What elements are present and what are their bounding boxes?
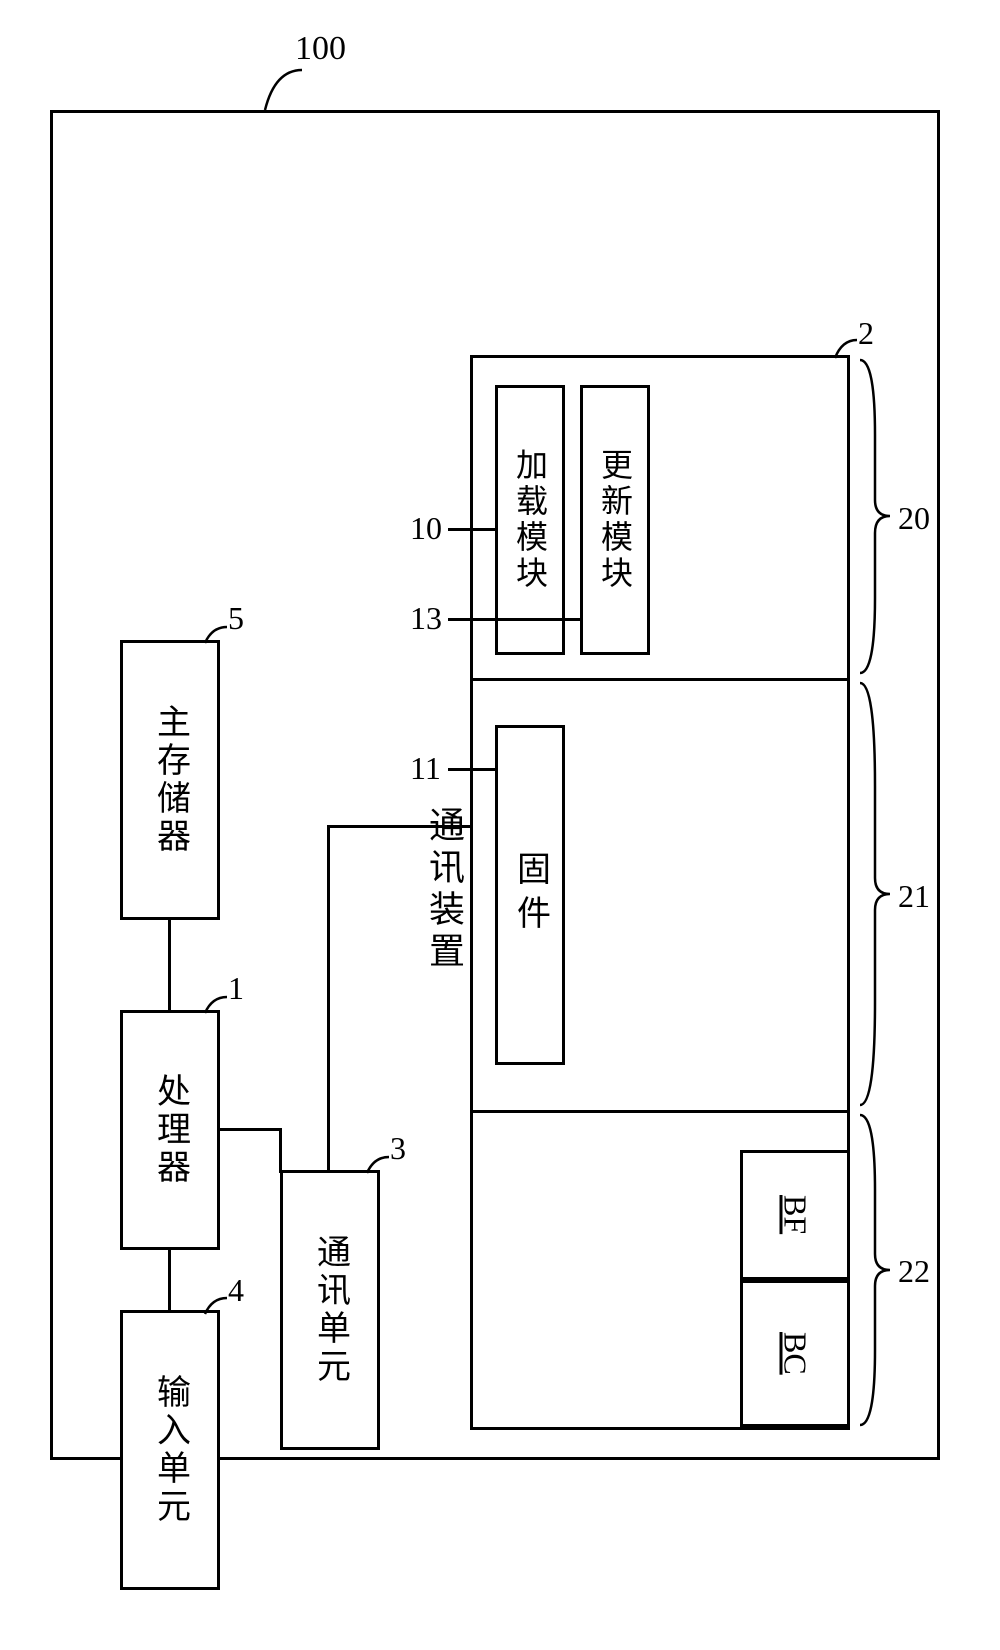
label-13: 13 — [410, 600, 442, 637]
divider-21-22 — [470, 1110, 850, 1113]
bc-text: BC — [743, 1283, 847, 1424]
diagram-container: 通讯装置 100 主存储器 5 处理器 1 输入单元 4 通讯单元 3 — [50, 110, 940, 1460]
update-module-text: 更新模块 — [583, 388, 647, 652]
leader-1 — [190, 985, 240, 1025]
comm-unit-text: 通讯单元 — [283, 1173, 377, 1447]
label-22: 22 — [898, 1253, 930, 1290]
leader-10 — [448, 528, 495, 531]
main-memory-box: 主存储器 — [120, 640, 220, 920]
conn-processor-input — [168, 1250, 171, 1310]
label-21: 21 — [898, 878, 930, 915]
leader-5 — [190, 615, 240, 655]
firmware-text: 固件 — [498, 728, 562, 1062]
bc-box: BC — [740, 1280, 847, 1427]
input-unit-box: 输入单元 — [120, 1310, 220, 1590]
bf-text: BF — [743, 1153, 847, 1277]
load-module-text: 加载模块 — [498, 388, 562, 652]
conn-processor-comm-h — [220, 1128, 282, 1131]
firmware-box: 固件 — [495, 725, 565, 1065]
main-memory-text: 主存储器 — [123, 643, 217, 917]
leader-4 — [190, 1286, 240, 1326]
leader-3 — [352, 1145, 402, 1185]
update-module-box: 更新模块 — [580, 385, 650, 655]
comm-unit-box: 通讯单元 — [280, 1170, 380, 1450]
label-20: 20 — [898, 500, 930, 537]
conn-memory-processor — [168, 920, 171, 1010]
load-module-box: 加载模块 — [495, 385, 565, 655]
leader-11 — [448, 768, 495, 771]
processor-box: 处理器 — [120, 1010, 220, 1250]
conn-processor-comm-v — [279, 1128, 282, 1173]
leader-13 — [448, 618, 580, 621]
processor-text: 处理器 — [123, 1013, 217, 1247]
input-unit-text: 输入单元 — [123, 1313, 217, 1587]
conn-bus-v — [327, 825, 330, 1170]
divider-20-21 — [470, 678, 850, 681]
label-10: 10 — [410, 510, 442, 547]
label-11: 11 — [410, 750, 441, 787]
leader-100 — [50, 60, 330, 120]
conn-bus-h — [327, 825, 470, 828]
bf-box: BF — [740, 1150, 847, 1280]
